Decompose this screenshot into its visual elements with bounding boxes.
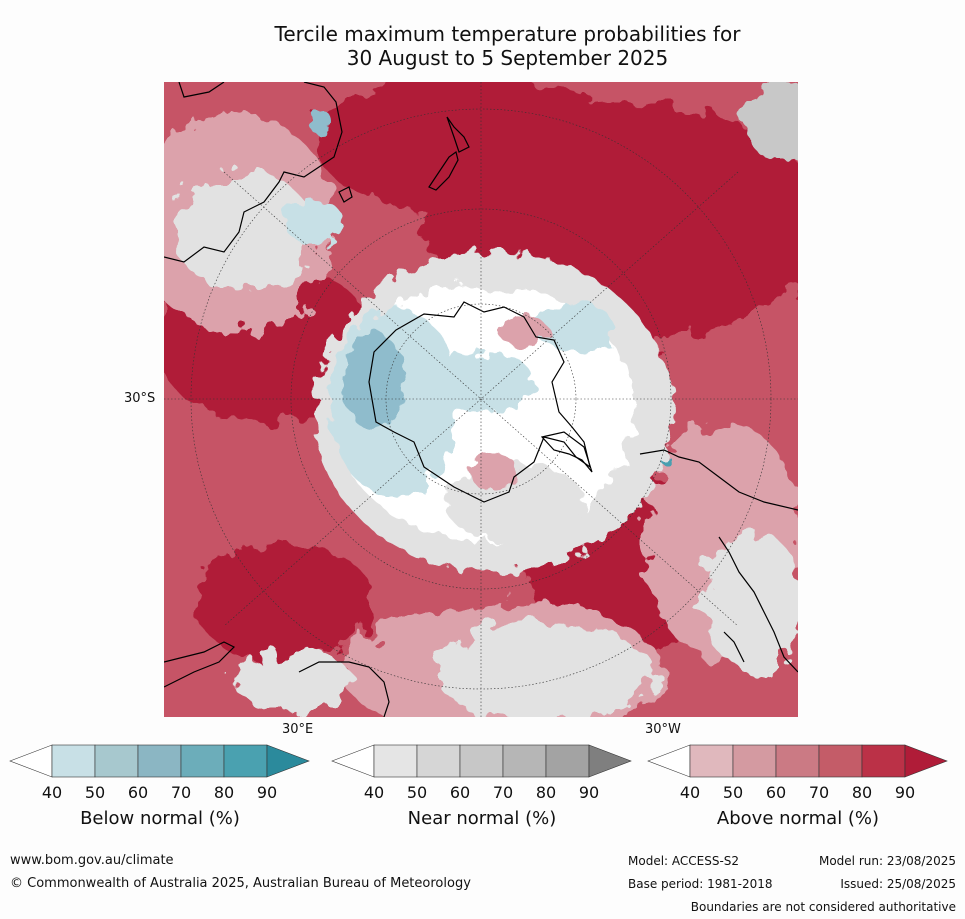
region-above-dark-nz (314, 82, 614, 212)
cb-below-tick: 60 (127, 783, 149, 802)
probability-map (164, 82, 798, 717)
graticule-diag-2 (223, 171, 739, 627)
cb-below-tick: 80 (213, 783, 235, 802)
cb-below-cell-5 (223, 744, 268, 778)
cb-below-cell-3 (137, 744, 182, 778)
cb-near-cell-4 (502, 744, 547, 778)
cb-above-cell-1 (689, 744, 734, 778)
cb-above-cell-5 (861, 744, 906, 778)
region-above-dark-south (194, 542, 374, 662)
cb-near-cell-3 (459, 744, 504, 778)
cb-near-tick: 50 (406, 783, 428, 802)
colorbar-near-label: Near normal (%) (407, 808, 557, 829)
cb-near-tick: 60 (449, 783, 471, 802)
region-below-australia (284, 200, 344, 244)
map-canvas (164, 82, 798, 717)
cb-above-tick: 90 (894, 783, 916, 802)
colorbar-below-graphic (9, 744, 310, 778)
colorbar-near-graphic (331, 744, 632, 778)
lon-label-30e: 30°E (282, 722, 314, 737)
region-below-nw (310, 112, 334, 136)
cb-near-cell-0 (331, 744, 375, 778)
region-near-samerica (704, 532, 798, 672)
graticule-circle-inner (385, 303, 577, 495)
coast-south-america (639, 449, 798, 673)
cb-above-tick: 80 (851, 783, 873, 802)
cb-near-tick: 80 (535, 783, 557, 802)
region-below-west-mid (344, 332, 404, 432)
colorbar-above-label: Above normal (%) (716, 808, 880, 829)
cb-near-cell-2 (416, 744, 461, 778)
graticule-circle-mid (290, 208, 672, 590)
cb-below-tick: 50 (84, 783, 106, 802)
region-near-north-ring (454, 252, 554, 292)
coast-australia (164, 82, 343, 263)
cb-near-cell-5 (545, 744, 590, 778)
coast-new-zealand-south (428, 150, 459, 191)
cb-near-tick: 40 (363, 783, 385, 802)
region-below-patagonia (662, 458, 674, 466)
cb-above-cell-2 (732, 744, 777, 778)
cb-below-tick: 40 (41, 783, 63, 802)
copyright-text: © Commonwealth of Australia 2025, Austra… (10, 876, 471, 891)
cb-below-cell-1 (51, 744, 96, 778)
cb-above-cell-3 (775, 744, 820, 778)
cb-below-tick: 90 (256, 783, 278, 802)
chart-title-line2: 30 August to 5 September 2025 (346, 46, 669, 70)
cb-near-tick: 90 (578, 783, 600, 802)
base-period-text: Base period: 1981-2018 (628, 877, 773, 891)
region-below-pole (434, 352, 534, 412)
colorbar-above-normal (647, 744, 949, 778)
cb-below-cell-0 (9, 744, 53, 778)
colorbar-near-normal (331, 744, 633, 778)
coast-tasmania (338, 186, 353, 203)
model-run-text: Model run: 23/08/2025 (818, 854, 956, 868)
region-near-south-africa (234, 652, 354, 712)
region-near-africa (434, 622, 654, 717)
cb-below-cell-4 (180, 744, 225, 778)
cb-above-tick: 70 (808, 783, 830, 802)
cb-near-tick: 70 (492, 783, 514, 802)
lon-label-30w: 30°W (645, 722, 681, 737)
graticule-circle-outer (190, 108, 772, 690)
cb-near-cell-6 (588, 744, 632, 778)
cb-above-tick: 60 (765, 783, 787, 802)
coast-south-africa (164, 641, 390, 717)
chart-title-line1: Tercile maximum temperature probabilitie… (274, 22, 741, 46)
colorbar-below-normal (9, 744, 311, 778)
colorbar-above-graphic (647, 744, 948, 778)
region-above-light-ross (499, 317, 549, 347)
website-link[interactable]: www.bom.gov.au/climate (10, 853, 174, 868)
cb-above-tick: 40 (679, 783, 701, 802)
cb-above-cell-6 (904, 744, 948, 778)
model-text: Model: ACCESS-S2 (628, 854, 740, 868)
cb-below-cell-6 (266, 744, 310, 778)
coast-antarctic-peninsula (540, 431, 593, 473)
cb-above-tick: 50 (722, 783, 744, 802)
region-near-ne (744, 82, 798, 162)
cb-near-cell-1 (373, 744, 418, 778)
region-above-light-pole (469, 454, 519, 490)
cb-below-cell-2 (94, 744, 139, 778)
lat-label-30s: 30°S (124, 391, 156, 406)
colorbar-below-label: Below normal (%) (80, 808, 240, 829)
issued-text: Issued: 25/08/2025 (840, 877, 956, 891)
cb-above-cell-4 (818, 744, 863, 778)
cb-above-cell-0 (647, 744, 691, 778)
cb-below-tick: 70 (170, 783, 192, 802)
boundaries-disclaimer: Boundaries are not considered authoritat… (690, 900, 956, 914)
graticule-diag-1 (223, 171, 739, 627)
coast-new-zealand-north (446, 116, 470, 153)
